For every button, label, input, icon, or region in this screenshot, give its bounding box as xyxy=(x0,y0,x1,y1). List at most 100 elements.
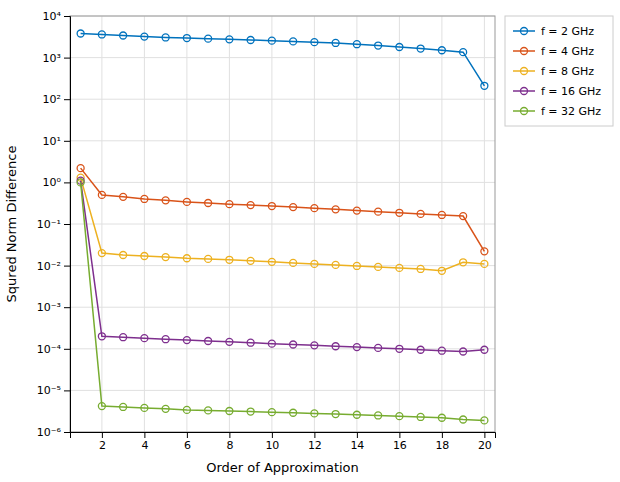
tick-label: 10⁻⁶ xyxy=(37,426,62,439)
marker xyxy=(247,257,254,264)
tick-mark xyxy=(64,307,70,308)
grid-line xyxy=(70,140,495,141)
tick: 10⁻³ xyxy=(37,301,70,314)
marker xyxy=(438,47,445,54)
tick: 10 xyxy=(265,432,279,452)
tick-label: 10² xyxy=(43,93,61,106)
tick-mark xyxy=(272,432,273,438)
marker xyxy=(183,337,190,344)
tick-label: 10³ xyxy=(43,52,61,65)
tick: 12 xyxy=(308,432,322,452)
grid-line xyxy=(70,265,495,266)
marker xyxy=(98,191,105,198)
plot-frame xyxy=(70,16,495,432)
marker xyxy=(332,261,339,268)
marker xyxy=(120,32,127,39)
tick: 10⁰ xyxy=(43,176,70,189)
grid-line xyxy=(70,182,495,183)
tick-mark xyxy=(187,432,188,438)
tick-label: 6 xyxy=(184,439,191,452)
marker xyxy=(226,201,233,208)
tick-mark xyxy=(64,182,70,183)
y-axis: 10⁻⁶10⁻⁵10⁻⁴10⁻³10⁻²10⁻¹10⁰10¹10²10³10⁴ xyxy=(37,10,71,439)
marker xyxy=(438,414,445,421)
marker xyxy=(353,344,360,351)
marker xyxy=(396,345,403,352)
legend: f = 2 GHzf = 4 GHzf = 8 GHzf = 16 GHzf =… xyxy=(505,16,613,126)
legend-swatch xyxy=(513,70,535,72)
legend-swatch xyxy=(513,30,535,32)
marker xyxy=(162,254,169,261)
marker xyxy=(417,346,424,353)
marker xyxy=(205,407,212,414)
grid-line xyxy=(70,224,495,225)
marker xyxy=(77,165,84,172)
tick-mark xyxy=(64,266,70,267)
tick: 6 xyxy=(184,432,191,452)
marker xyxy=(141,404,148,411)
marker xyxy=(77,30,84,37)
tick: 10² xyxy=(43,93,70,106)
marker xyxy=(205,35,212,42)
tick-mark xyxy=(399,432,400,438)
tick-label: 2 xyxy=(99,439,106,452)
legend-swatch xyxy=(521,108,528,115)
series-line xyxy=(81,182,485,420)
legend-swatch xyxy=(513,110,535,112)
marker xyxy=(353,207,360,214)
tick-label: 10⁻⁴ xyxy=(37,343,62,356)
grid-line xyxy=(70,307,495,308)
tick: 2 xyxy=(99,432,106,452)
marker xyxy=(417,210,424,217)
marker xyxy=(247,339,254,346)
marker xyxy=(375,344,382,351)
marker xyxy=(396,264,403,271)
tick-label: 10 xyxy=(265,439,279,452)
series-line xyxy=(81,168,485,251)
marker xyxy=(375,208,382,215)
marker xyxy=(183,198,190,205)
marker xyxy=(481,346,488,353)
tick: 10⁻¹ xyxy=(37,218,70,231)
marker xyxy=(332,343,339,350)
tick-label: 10⁴ xyxy=(43,10,62,23)
marker xyxy=(481,260,488,267)
marker xyxy=(481,82,488,89)
tick-mark xyxy=(64,141,70,142)
marker xyxy=(268,37,275,44)
marker xyxy=(141,253,148,260)
marker xyxy=(460,49,467,56)
marker xyxy=(268,258,275,265)
marker xyxy=(162,405,169,412)
tick-mark xyxy=(484,432,485,438)
marker xyxy=(460,416,467,423)
marker xyxy=(290,409,297,416)
tick-label: 12 xyxy=(308,439,322,452)
tick: 20 xyxy=(478,432,492,452)
legend-item: f = 4 GHz xyxy=(513,45,594,58)
marker xyxy=(353,411,360,418)
tick-label: 20 xyxy=(478,439,492,452)
tick-mark xyxy=(144,432,145,438)
marker xyxy=(481,248,488,255)
marker xyxy=(268,203,275,210)
marker xyxy=(438,211,445,218)
marker xyxy=(375,263,382,270)
marker xyxy=(120,403,127,410)
axis-line xyxy=(71,433,496,439)
tick-mark xyxy=(64,99,70,100)
tick-label: 10⁻³ xyxy=(37,301,61,314)
marker xyxy=(226,407,233,414)
marker xyxy=(98,250,105,257)
tick-label: 16 xyxy=(393,439,407,452)
tick-label: 10¹ xyxy=(43,135,61,148)
tick-label: 8 xyxy=(226,439,233,452)
marker xyxy=(247,408,254,415)
tick-mark xyxy=(64,349,70,350)
legend-swatch xyxy=(521,48,528,55)
grid xyxy=(70,16,495,432)
marker xyxy=(332,206,339,213)
x-axis-title: Order of Approximation xyxy=(206,460,359,475)
chart: 246810121416182010⁻⁶10⁻⁵10⁻⁴10⁻³10⁻²10⁻¹… xyxy=(0,0,620,482)
tick-mark xyxy=(357,432,358,438)
